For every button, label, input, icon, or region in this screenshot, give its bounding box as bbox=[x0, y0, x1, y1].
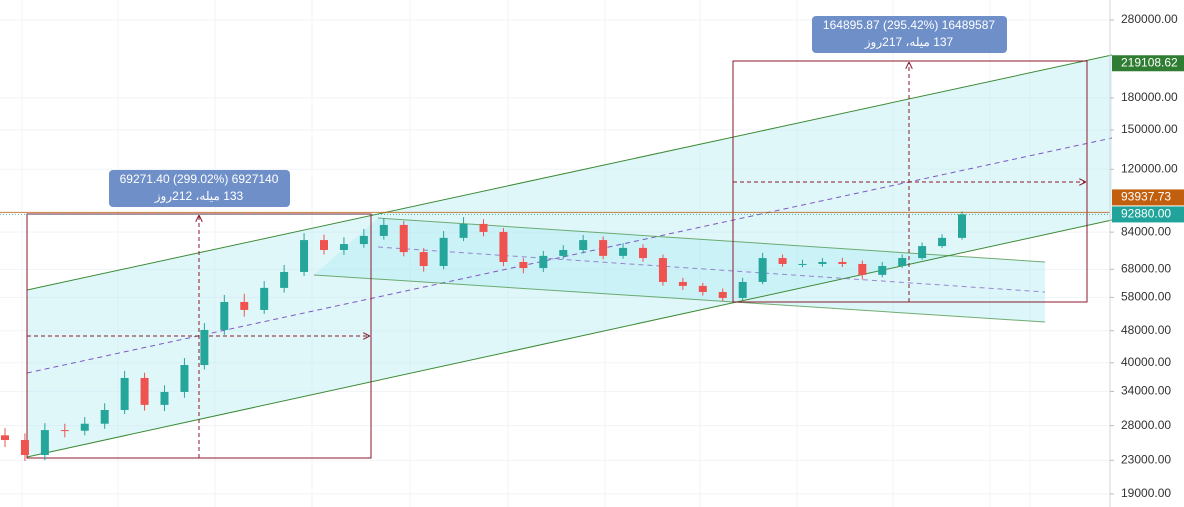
price-tag-label: 219108.62 bbox=[1121, 55, 1178, 69]
candle-body bbox=[459, 223, 468, 238]
candle-body bbox=[878, 266, 887, 275]
rising-channel bbox=[27, 55, 1112, 457]
y-tick-label: 40000.00 bbox=[1121, 355, 1171, 369]
candle-body bbox=[499, 231, 508, 262]
annotation: 164895.87 (295.42%) 16489587 137 میله، 2… bbox=[812, 16, 1007, 53]
candle-body bbox=[758, 258, 767, 282]
y-tick-label: 84000.00 bbox=[1121, 224, 1171, 238]
price-tag-label: 92880.00 bbox=[1121, 207, 1171, 221]
y-tick-label: 120000.00 bbox=[1121, 161, 1178, 175]
falling-channel bbox=[314, 218, 1045, 322]
candle-body bbox=[519, 261, 528, 269]
y-tick-label: 58000.00 bbox=[1121, 290, 1171, 304]
candle-body bbox=[559, 249, 568, 256]
candle-body bbox=[160, 391, 169, 405]
candle-body bbox=[798, 263, 807, 265]
candle-body bbox=[838, 261, 847, 264]
candle-body bbox=[120, 377, 129, 410]
candle-body bbox=[40, 430, 49, 455]
y-tick-label: 28000.00 bbox=[1121, 418, 1171, 432]
y-tick-label: 34000.00 bbox=[1121, 384, 1171, 398]
candle-body bbox=[419, 252, 428, 267]
channel-line bbox=[377, 217, 1046, 263]
candle-body bbox=[320, 240, 328, 250]
candle-body bbox=[140, 377, 149, 405]
candle-body bbox=[300, 240, 309, 272]
channel-line bbox=[313, 274, 1046, 323]
candle-body bbox=[639, 247, 647, 259]
y-tick-label: 150000.00 bbox=[1121, 122, 1178, 136]
candle-body bbox=[918, 246, 927, 259]
candle-body bbox=[479, 223, 488, 232]
y-tick-label: 68000.00 bbox=[1121, 262, 1171, 276]
candle-body bbox=[439, 237, 448, 267]
channel-line bbox=[26, 54, 1113, 291]
channel-mid bbox=[377, 246, 1046, 293]
y-axis: 280000.00 180000.00 150000.00 120000.00 8400… bbox=[1110, 12, 1178, 500]
candle-body bbox=[678, 281, 687, 286]
price-tag-label: 93937.73 bbox=[1121, 190, 1171, 204]
candle-body bbox=[260, 287, 269, 310]
price-tag bbox=[1112, 189, 1184, 206]
annotation-text: 164895.87 (295.42%) 16489587 bbox=[823, 18, 995, 32]
candle-body bbox=[240, 301, 249, 310]
candle-body bbox=[339, 244, 348, 250]
time-grid bbox=[21, 0, 1031, 507]
annotation-box bbox=[109, 170, 290, 207]
candle-body bbox=[1, 435, 9, 441]
y-tick-label: 23000.00 bbox=[1121, 452, 1171, 466]
y-tick-label: 180000.00 bbox=[1121, 90, 1178, 104]
price-tag bbox=[1112, 206, 1184, 223]
price-tag bbox=[1112, 55, 1184, 72]
candle-body bbox=[200, 329, 209, 366]
annotation-box bbox=[812, 16, 1007, 53]
candle-body bbox=[180, 365, 189, 392]
candle-body bbox=[599, 240, 608, 256]
candle-body bbox=[698, 285, 707, 292]
candle-body bbox=[818, 261, 827, 264]
annotation: 69271.40 (299.02%) 6927140 133 میله، 212… bbox=[109, 170, 290, 207]
candle-body bbox=[658, 258, 667, 282]
candle-body bbox=[20, 440, 29, 455]
candle-body bbox=[280, 271, 289, 288]
drawings bbox=[26, 54, 1113, 459]
candle-body bbox=[778, 258, 787, 264]
channel-line bbox=[26, 219, 1113, 458]
candle-body bbox=[100, 409, 109, 424]
candle-body bbox=[858, 263, 867, 275]
candles bbox=[1, 211, 966, 462]
annotation-text: 69271.40 (299.02%) 6927140 bbox=[120, 172, 279, 186]
y-tick-label: 280000.00 bbox=[1121, 12, 1178, 26]
candle-body bbox=[958, 214, 966, 238]
candle-body bbox=[619, 247, 628, 256]
candle-body bbox=[539, 255, 548, 269]
price-markers: 219108.62 93937.73 92880.00 bbox=[0, 55, 1184, 223]
candle-body bbox=[80, 423, 89, 431]
annotation-text: 137 میله، 217روز bbox=[864, 35, 954, 49]
y-tick-label: 19000.00 bbox=[1121, 486, 1171, 500]
candle-body bbox=[60, 430, 69, 432]
candle-body bbox=[579, 240, 588, 250]
candle-body bbox=[938, 237, 947, 247]
candle-body bbox=[359, 235, 368, 245]
candle-body bbox=[898, 258, 907, 267]
candle-body bbox=[220, 301, 229, 330]
grid bbox=[0, 0, 1110, 507]
candle-body bbox=[738, 281, 747, 298]
candle-body bbox=[718, 291, 727, 298]
candle-body bbox=[379, 224, 388, 236]
y-tick-label: 48000.00 bbox=[1121, 323, 1171, 337]
candle-body bbox=[399, 224, 408, 253]
annotation-text: 133 میله، 212روز bbox=[154, 189, 244, 203]
